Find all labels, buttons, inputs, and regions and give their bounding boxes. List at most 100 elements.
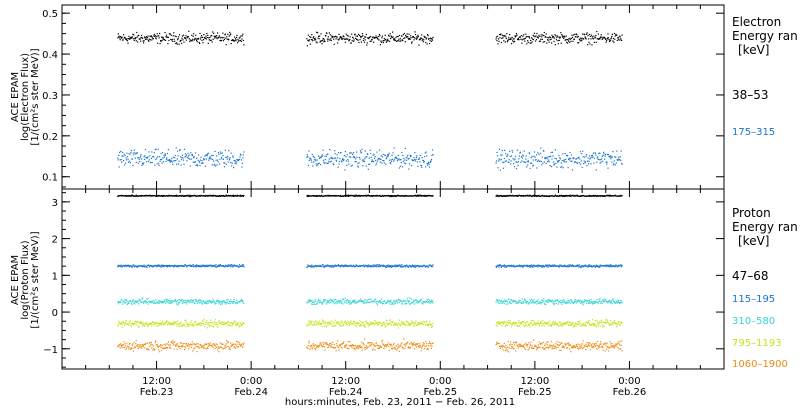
data-point [240, 35, 242, 37]
data-point [499, 264, 501, 266]
data-point [572, 302, 575, 305]
data-point [383, 162, 385, 164]
data-point [498, 33, 501, 36]
data-point [133, 264, 135, 266]
data-point [411, 42, 413, 44]
data-point [420, 322, 422, 324]
data-point [498, 322, 500, 324]
data-point [214, 322, 216, 324]
data-point [329, 34, 331, 36]
data-point [426, 300, 428, 302]
data-point [592, 302, 594, 304]
data-point [355, 195, 357, 197]
data-point [418, 324, 420, 326]
data-point [552, 324, 554, 326]
data-point [591, 303, 593, 305]
data-point [568, 324, 570, 326]
data-point [561, 325, 563, 327]
data-point [513, 264, 515, 266]
data-point [339, 266, 342, 268]
data-point [215, 159, 217, 161]
data-point [237, 38, 239, 41]
data-point [523, 324, 525, 326]
data-point [199, 264, 201, 266]
data-point [582, 323, 584, 325]
data-point [568, 158, 570, 160]
data-point [497, 302, 500, 304]
data-point [203, 300, 205, 303]
data-point [199, 265, 201, 268]
data-point [425, 166, 427, 168]
data-point [558, 39, 560, 41]
data-point [609, 264, 611, 266]
data-point [233, 40, 235, 42]
data-point [596, 298, 598, 301]
data-point [417, 322, 419, 324]
data-point [426, 324, 428, 326]
data-point [139, 161, 141, 163]
data-point [377, 300, 379, 302]
data-point [322, 301, 324, 303]
data-point [185, 300, 187, 302]
data-point [532, 302, 534, 304]
data-point [314, 303, 316, 305]
data-point [373, 266, 375, 268]
data-point [184, 36, 186, 39]
data-point [193, 156, 195, 158]
data-point [399, 159, 401, 161]
data-point [192, 323, 194, 325]
data-point [584, 325, 586, 327]
data-point [377, 38, 379, 40]
data-point [155, 158, 157, 161]
data-point [142, 322, 144, 324]
data-point [396, 300, 398, 303]
data-point [533, 35, 535, 37]
data-point [309, 43, 311, 45]
data-point [599, 266, 601, 268]
data-point [596, 320, 598, 322]
data-point [573, 302, 575, 304]
data-point [229, 324, 231, 326]
data-point [205, 154, 207, 156]
data-point [231, 302, 233, 304]
data-point [522, 265, 524, 267]
data-point [314, 299, 316, 301]
data-point [218, 153, 220, 155]
data-point [158, 35, 160, 37]
series-electron-1 [117, 30, 623, 47]
data-point [318, 35, 320, 37]
data-point [319, 302, 321, 304]
data-point [322, 322, 325, 324]
data-point [369, 36, 371, 38]
data-point [499, 159, 501, 161]
data-point [122, 347, 124, 349]
data-point [415, 37, 417, 39]
data-point [416, 300, 418, 302]
data-point [147, 156, 149, 158]
data-point [369, 322, 371, 324]
data-point [424, 156, 426, 158]
data-point [159, 160, 161, 162]
data-point [151, 302, 153, 304]
data-point [354, 161, 356, 163]
data-point [621, 265, 623, 267]
data-point [528, 265, 530, 267]
data-point [588, 303, 590, 305]
data-point [202, 42, 204, 44]
data-point [193, 302, 195, 304]
data-point [329, 298, 331, 300]
data-point [606, 301, 609, 303]
data-point [229, 157, 231, 159]
data-point [364, 36, 366, 38]
data-point [608, 39, 610, 41]
data-point [417, 195, 419, 197]
data-point [385, 38, 387, 40]
data-point [528, 161, 530, 163]
data-point [192, 299, 194, 301]
data-point [555, 35, 557, 37]
data-point [182, 39, 184, 41]
data-point [176, 163, 178, 165]
data-point [126, 300, 128, 302]
data-point [398, 34, 400, 37]
data-point [596, 157, 598, 159]
